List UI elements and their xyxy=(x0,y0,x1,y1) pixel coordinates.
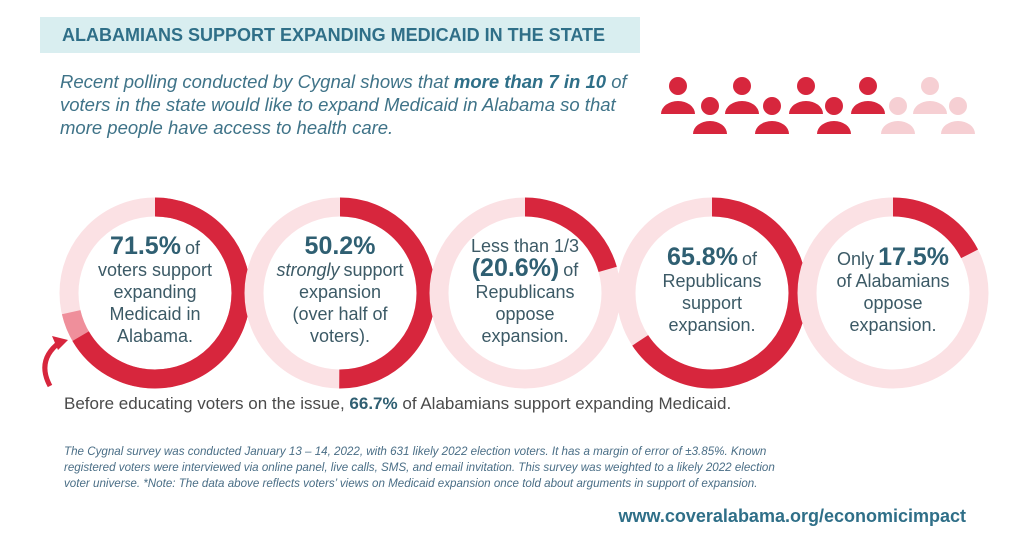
donut xyxy=(244,197,436,389)
donut-line-text: support xyxy=(681,293,743,313)
donut-line-text: voters). xyxy=(309,326,370,346)
donut-text: 65.8% of Republicans support expansion. xyxy=(637,243,787,336)
donut-arc xyxy=(244,197,436,389)
donut xyxy=(429,197,621,389)
donut-line: of Alabamians xyxy=(818,270,968,292)
donut-value-line: 50.2% xyxy=(265,232,415,260)
donut-line-text: of Alabamians xyxy=(836,271,950,291)
bottom-note: Before educating voters on the issue, 66… xyxy=(64,394,731,414)
donut-line-text: expansion. xyxy=(849,315,937,335)
donut-line-text: Republicans xyxy=(662,271,762,291)
donut-line-text: support xyxy=(343,260,404,280)
donut-value-line: 71.5% of xyxy=(80,232,230,260)
donut-arc-before xyxy=(59,197,251,389)
donut-value: 17.5% xyxy=(878,243,949,271)
header-bar: ALABAMIANS SUPPORT EXPANDING MEDICAID IN… xyxy=(40,17,640,53)
donut-value-line: 65.8% of xyxy=(637,243,787,271)
bottom-text: Before educating voters on the issue, xyxy=(64,394,345,413)
donut-text: 71.5% of voters support expanding Medicaid i… xyxy=(80,232,230,347)
donut-line: (over half of xyxy=(265,303,415,325)
donut-value: 65.8% xyxy=(667,243,738,271)
donut-line: Republicans xyxy=(637,270,787,292)
donut xyxy=(59,197,251,389)
intro-text: Recent polling conducted by Cygnal shows… xyxy=(60,71,449,92)
donut-line-text: expanding xyxy=(113,282,197,302)
intro-bold: more than 7 in 10 xyxy=(453,71,607,92)
donut-line: support xyxy=(637,292,787,314)
donut-line: expansion. xyxy=(637,314,787,336)
donut-value: 50.2% xyxy=(304,232,376,260)
donut-line: Alabama. xyxy=(80,325,230,347)
donut-line: oppose xyxy=(450,303,600,325)
donut-line: Republicans xyxy=(450,281,600,303)
footnote-line: voter universe. *Note: The data above re… xyxy=(64,477,758,490)
donut-line: expansion xyxy=(265,281,415,303)
footnote-line: registered voters were interviewed via o… xyxy=(64,461,775,474)
donut-line-text: expansion xyxy=(298,282,382,302)
donut xyxy=(797,197,989,389)
donut-line-text: Medicaid in xyxy=(109,304,201,324)
donut-before: Only xyxy=(837,249,875,269)
donut-text: Less than 1/3 (20.6%) of Republicans oppose e… xyxy=(450,235,600,347)
donut-text: Only 17.5% of Alabamians oppose expansion. xyxy=(818,243,968,336)
donut-line: expansion. xyxy=(450,325,600,347)
intro-text: of voters in the state would like to exp… xyxy=(60,71,627,138)
donut-line: expanding xyxy=(80,281,230,303)
donut-line: voters support xyxy=(80,259,230,281)
donut-arc xyxy=(797,197,989,389)
url: www.coveralabama.org/economicimpact xyxy=(618,506,966,526)
donut-after: of xyxy=(184,238,200,258)
footnote: The Cygnal survey was conducted January … xyxy=(64,444,775,492)
donut-line-text: (over half of xyxy=(292,304,388,324)
donut-arc xyxy=(429,197,621,389)
donut-line: voters). xyxy=(265,325,415,347)
donut-line-text: oppose xyxy=(495,304,555,324)
donut-after: of xyxy=(563,260,579,280)
donut-after: of xyxy=(741,249,757,269)
people-icons xyxy=(661,77,975,134)
donut-text: 50.2% strongly support expansion (over half … xyxy=(265,232,415,347)
donut-line-text: expansion. xyxy=(668,315,756,335)
donut-value-line: (20.6%) of xyxy=(450,254,600,282)
donut-line: strongly support xyxy=(265,259,415,281)
donut-value: 71.5% xyxy=(110,232,181,260)
bottom-text: of Alabamians support expanding Medicaid… xyxy=(402,394,732,413)
donut-line: Medicaid in xyxy=(80,303,230,325)
donut-line-text: voters support xyxy=(97,260,213,280)
arrow-head xyxy=(52,336,68,350)
donut-line: oppose xyxy=(818,292,968,314)
donut-line: expansion. xyxy=(818,314,968,336)
intro: Recent polling conducted by Cygnal shows… xyxy=(60,70,635,139)
donut-line-text: Alabama. xyxy=(116,326,194,346)
donut-value: (20.6%) xyxy=(471,254,560,282)
donut-value-line: Only 17.5% xyxy=(818,243,968,271)
footnote-line: The Cygnal survey was conducted January … xyxy=(64,445,767,458)
donut-emphasis: strongly xyxy=(276,260,340,280)
donut-intro: Less than 1/3 xyxy=(470,236,580,256)
donut-line-text: expansion. xyxy=(481,326,569,346)
donut-line-text: oppose xyxy=(863,293,923,313)
donut-line-text: Republicans xyxy=(475,282,575,302)
bottom-value: 66.7% xyxy=(349,394,398,413)
title: ALABAMIANS SUPPORT EXPANDING MEDICAID IN… xyxy=(62,25,606,45)
